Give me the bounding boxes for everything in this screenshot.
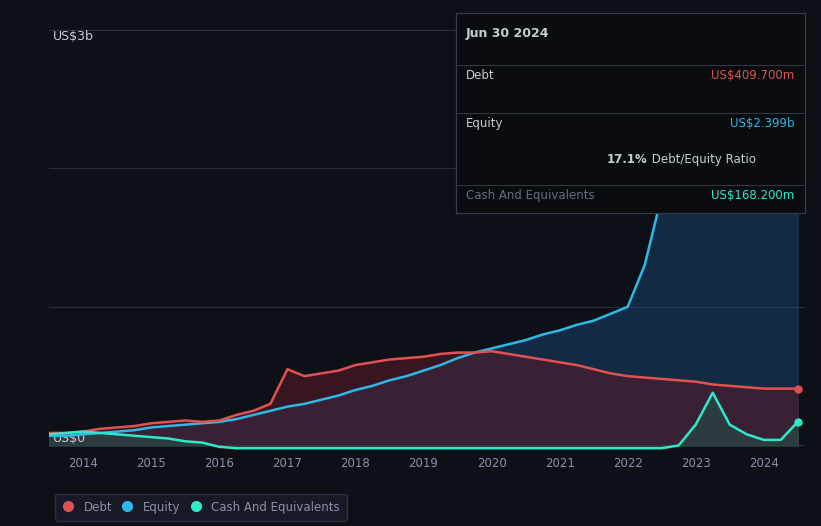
Text: Cash And Equivalents: Cash And Equivalents — [466, 189, 594, 202]
Text: US$2.399b: US$2.399b — [730, 117, 794, 130]
Text: Debt/Equity Ratio: Debt/Equity Ratio — [648, 153, 755, 166]
Text: Jun 30 2024: Jun 30 2024 — [466, 27, 549, 40]
Text: Equity: Equity — [466, 117, 503, 130]
Text: US$0: US$0 — [53, 432, 85, 446]
Text: Debt: Debt — [466, 69, 495, 82]
Legend: Debt, Equity, Cash And Equivalents: Debt, Equity, Cash And Equivalents — [55, 493, 346, 521]
Text: 17.1%: 17.1% — [607, 153, 648, 166]
Text: US$168.200m: US$168.200m — [711, 189, 794, 202]
Text: US$409.700m: US$409.700m — [711, 69, 794, 82]
Text: US$3b: US$3b — [53, 29, 94, 43]
